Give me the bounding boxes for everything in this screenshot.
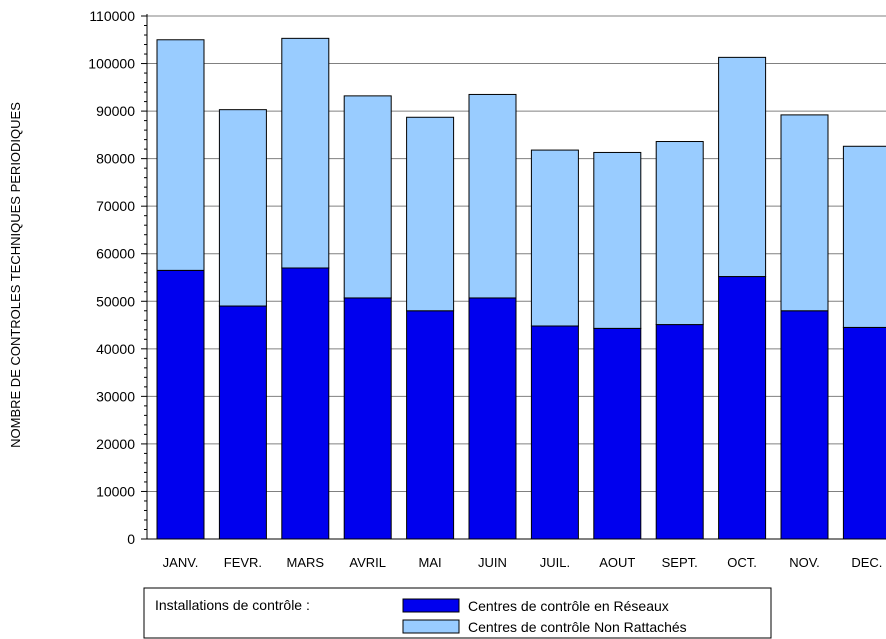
x-tick-label: OCT. [727,555,757,570]
y-tick-label: 110000 [89,8,135,24]
x-tick-label: DEC. [851,555,882,570]
y-tick-label: 40000 [96,341,135,357]
legend-swatch-non-rattaches [402,619,460,634]
x-tick-label: FEVR. [224,555,262,570]
bar-reseaux [655,324,704,540]
x-axis-labels: JANV. FEVR. MARS AVRIL MAI JUIN JUIL. AOUT SEPT.… [163,555,883,570]
legend: Installations de contrôle : Centres de c… [143,587,772,639]
x-tick-label: AVRIL [349,555,386,570]
bar-non-rattaches [593,151,642,329]
bar-non-rattaches [281,37,330,269]
y-tick-label: 20000 [96,436,135,452]
x-tick-label: MAI [419,555,442,570]
x-tick-label: NOV. [789,555,820,570]
x-tick-label: SEPT. [662,555,698,570]
bar-non-rattaches [406,116,455,312]
y-tick-label: 60000 [96,246,135,262]
bar-non-rattaches [468,93,517,299]
bar-non-rattaches [655,141,704,326]
legend-label-non-rattaches: Centres de contrôle Non Rattachés [468,619,687,635]
y-tick-label: 100000 [88,56,135,72]
y-axis-label: NOMBRE DE CONTROLES TECHNIQUES PERIODIQU… [8,102,23,448]
bar-non-rattaches [343,95,392,299]
legend-label-reseaux: Centres de contrôle en Réseaux [468,598,669,614]
y-tick-label: 70000 [96,198,135,214]
bar-reseaux [718,276,767,540]
legend-swatch-reseaux [402,598,460,613]
bar-reseaux [156,269,205,540]
bar-non-rattaches [530,149,579,327]
bar-non-rattaches [156,39,205,271]
legend-title: Installations de contrôle : [155,597,310,613]
bar-reseaux [842,326,886,540]
x-tick-label: JUIL. [540,555,570,570]
y-tick-label: 30000 [96,388,135,404]
bar-non-rattaches [780,114,829,312]
bar-non-rattaches [842,145,886,328]
bar-reseaux [406,310,455,540]
y-tick-label: 50000 [96,293,135,309]
bar-non-rattaches [718,56,767,278]
x-tick-label: MARS [287,555,325,570]
x-tick-label: JUIN [478,555,507,570]
bar-reseaux [343,297,392,540]
bar-reseaux [468,297,517,540]
x-tick-label: AOUT [599,555,635,570]
bar-reseaux [281,267,330,540]
bar-reseaux [593,327,642,540]
y-tick-label: 80000 [96,151,135,167]
bar-non-rattaches [218,109,267,307]
y-tick-label: 0 [127,531,135,547]
x-tick-label: JANV. [163,555,199,570]
bar-reseaux [780,310,829,540]
y-tick-label: 10000 [96,483,135,499]
y-axis: 0 10000 20000 30000 40000 50000 60000 70000 8000… [88,8,886,547]
y-tick-label: 90000 [96,103,135,119]
bar-reseaux [218,305,267,540]
bars [156,37,886,540]
bar-reseaux [530,325,579,540]
